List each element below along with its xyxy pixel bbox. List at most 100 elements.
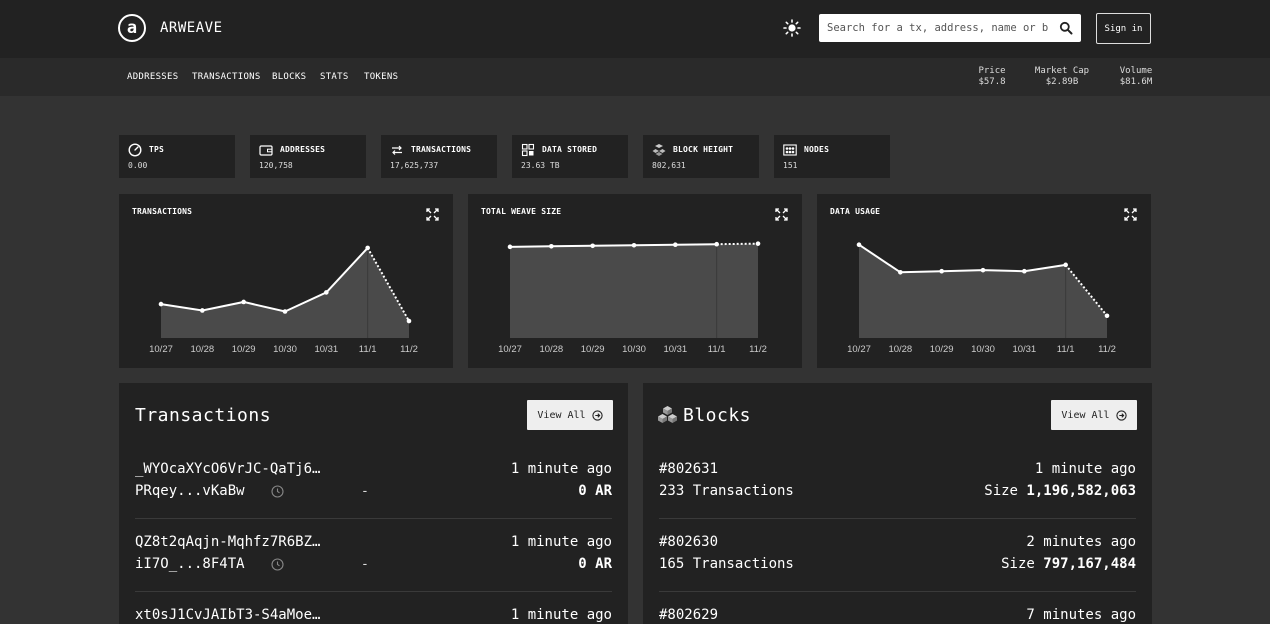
stat-label: TPS	[149, 145, 165, 154]
chart-point	[282, 309, 288, 314]
expand-icon[interactable]	[426, 208, 439, 221]
chart-area	[859, 244, 1107, 338]
chart-point	[200, 308, 205, 313]
row-divider	[659, 591, 1136, 592]
transaction-target: -	[361, 484, 369, 499]
chart-x-tick: 10/27	[498, 344, 522, 355]
arrow-circle-icon	[1115, 409, 1127, 421]
stat-card-data-stored: DATA STORED 23.63 TB	[512, 135, 628, 178]
chart-x-tick: 10/30	[971, 344, 995, 355]
chart-x-tick: 10/27	[847, 344, 871, 355]
transaction-owner-link[interactable]: PRqey...vKaBw	[135, 483, 245, 499]
chart-x-tick: 10/29	[581, 344, 605, 355]
transaction-amount: 0 AR	[578, 556, 612, 572]
search-box	[819, 14, 1081, 42]
chart-point	[406, 318, 412, 324]
chart-x-tick: 11/2	[400, 344, 418, 355]
block-height-link[interactable]: #802630	[659, 534, 719, 550]
block-height-link[interactable]: #802629	[659, 607, 719, 623]
chart-point	[158, 301, 164, 307]
nav-blocks[interactable]: BLOCKS	[272, 72, 307, 82]
arrow-circle-icon	[591, 409, 603, 421]
chart-point	[631, 242, 637, 248]
chart-x-tick: 10/30	[622, 344, 646, 355]
weave-size-chart: 10/27 10/28 10/29 10/30 10/31 11/1 11/2	[498, 241, 767, 355]
view-all-transactions-button[interactable]: View All	[527, 400, 613, 430]
price-value: $57.8	[978, 77, 1006, 87]
view-all-blocks-button[interactable]: View All	[1051, 400, 1137, 430]
nav-tokens[interactable]: TOKENS	[364, 72, 399, 82]
logo-letter: a	[126, 17, 138, 38]
transaction-time: 1 minute ago	[510, 607, 612, 623]
transaction-target: -	[361, 557, 369, 572]
chart-point	[856, 242, 862, 248]
stat-card-tps: TPS 0.00	[119, 135, 235, 178]
transactions-panel: Transactions View All _WYOcaXYcO6VrJC-Qa…	[119, 383, 628, 624]
market-cap: Market Cap $2.89B	[1032, 66, 1092, 88]
transaction-time: 1 minute ago	[510, 534, 612, 550]
wallet-icon	[259, 145, 273, 156]
chart-card-data-usage: 10/27 10/28 10/29 10/30 10/31 11/1 11/2 DATA U…	[817, 194, 1151, 368]
arweave-logo[interactable]: a	[118, 14, 146, 42]
stat-value: 23.63 TB	[521, 161, 560, 170]
size-value: 797,167,484	[1043, 556, 1136, 572]
chart-point	[673, 242, 678, 248]
nav-transactions[interactable]: TRANSACTIONS	[192, 72, 261, 82]
expand-icon[interactable]	[1124, 208, 1137, 221]
brand-name[interactable]: ARWEAVE	[160, 20, 223, 36]
block-tx-count: 233 Transactions	[659, 483, 794, 499]
amount-value: 0 AR	[578, 483, 612, 499]
chart-point	[898, 269, 903, 275]
nav-addresses[interactable]: ADDRESSES	[127, 72, 179, 82]
chart-point	[755, 241, 761, 246]
view-all-label: View All	[537, 409, 586, 421]
chart-x-tick: 10/31	[663, 344, 687, 355]
search-icon[interactable]	[1059, 21, 1073, 35]
chart-point	[939, 268, 944, 274]
chart-point	[590, 243, 595, 249]
stat-card-addresses: ADDRESSES 120,758	[250, 135, 366, 178]
sun-icon[interactable]	[782, 18, 802, 38]
blocks-icon	[658, 406, 677, 423]
chart-title: TRANSACTIONS	[132, 207, 193, 216]
chart-point	[549, 244, 554, 249]
transaction-amount: 0 AR	[578, 483, 612, 499]
stat-value: 17,625,737	[390, 161, 439, 170]
transaction-owner-link[interactable]: iI7O_...8F4TA	[135, 556, 245, 572]
chart-x-tick: 11/2	[749, 344, 767, 355]
search-input[interactable]	[827, 20, 1049, 36]
blocks-icon	[652, 144, 666, 156]
chart-x-tick: 10/31	[1012, 344, 1036, 355]
chart-point	[365, 245, 370, 251]
chart-x-tick: 11/1	[1057, 344, 1075, 355]
block-time: 1 minute ago	[1034, 461, 1136, 477]
chart-series-line	[858, 243, 1066, 274]
transaction-id-link[interactable]: QZ8t2qAqjn-Mqhfz7R6BZ…	[135, 534, 321, 550]
row-divider	[135, 518, 612, 519]
chart-area	[161, 247, 409, 338]
chart-x-tick: 10/29	[930, 344, 954, 355]
nav-stats[interactable]: STATS	[320, 72, 349, 82]
data-usage-chart: 10/27 10/28 10/29 10/30 10/31 11/1 11/2	[847, 242, 1116, 355]
block-size: Size 1,196,582,063	[984, 483, 1136, 499]
stat-value: 802,631	[652, 161, 686, 170]
stat-value: 151	[783, 161, 798, 170]
chart-x-tick: 10/28	[539, 344, 563, 355]
expand-icon[interactable]	[775, 208, 788, 221]
transaction-id-link[interactable]: _WYOcaXYcO6VrJC-QaTj6…	[135, 461, 321, 477]
chart-point	[241, 299, 246, 305]
market-price: Price $57.8	[972, 66, 1012, 88]
row-divider	[135, 591, 612, 592]
stat-label: TRANSACTIONS	[411, 145, 472, 154]
block-tx-count: 165 Transactions	[659, 556, 794, 572]
block-height-link[interactable]: #802631	[659, 461, 719, 477]
chart-point	[507, 244, 513, 250]
block-time: 7 minutes ago	[1026, 607, 1136, 623]
chart-title: TOTAL WEAVE SIZE	[481, 207, 562, 216]
chart-point	[1104, 313, 1110, 319]
arrows-exchange-icon	[392, 145, 402, 155]
transaction-id-link[interactable]: xt0sJ1CvJAIbT3-S4aMoe…	[135, 607, 321, 623]
chart-x-tick: 10/30	[273, 344, 297, 355]
chart-x-tick: 10/27	[149, 344, 173, 355]
sign-in-button[interactable]: Sign in	[1096, 13, 1151, 44]
